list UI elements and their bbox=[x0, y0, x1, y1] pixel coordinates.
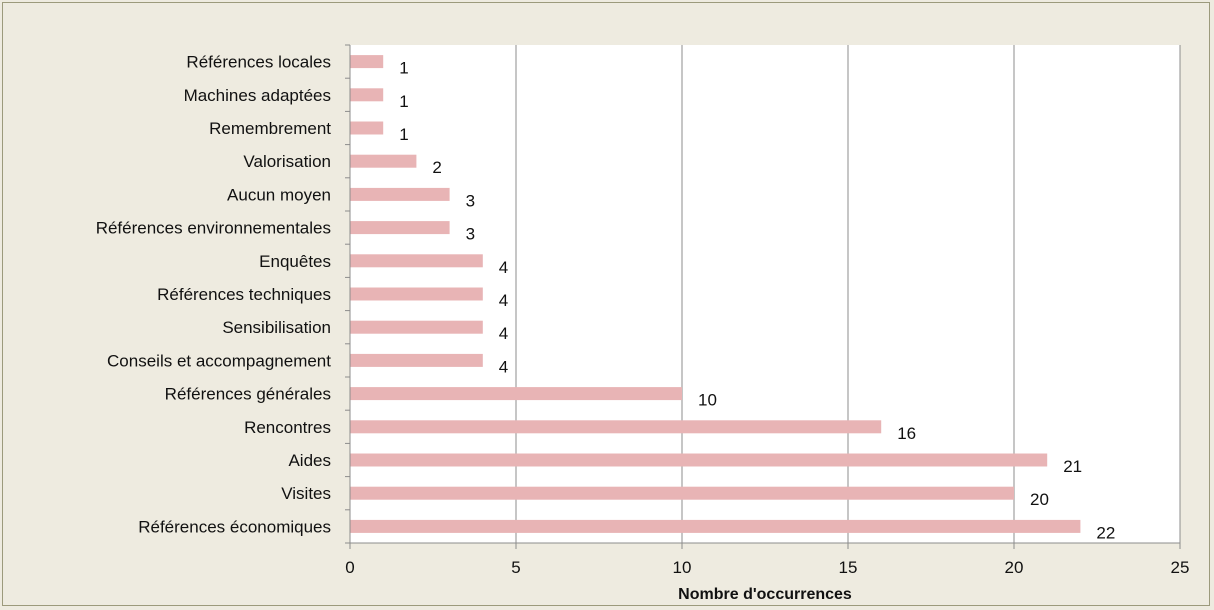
category-label-1: Machines adaptées bbox=[184, 86, 331, 105]
category-label-12: Aides bbox=[288, 451, 331, 470]
bar-5 bbox=[350, 221, 450, 235]
bar-0 bbox=[350, 55, 384, 69]
bar-8 bbox=[350, 320, 483, 334]
category-label-14: Références économiques bbox=[138, 517, 331, 536]
data-label-10: 10 bbox=[698, 391, 717, 410]
x-tick-label-2: 10 bbox=[673, 558, 692, 577]
data-labels: 1 1 1 2 3 3 4 4 4 4 10 16 21 20 22 bbox=[399, 59, 1115, 543]
data-label-13: 20 bbox=[1030, 490, 1049, 509]
bar-13 bbox=[350, 486, 1014, 500]
x-tick-labels: 0 5 10 15 20 25 bbox=[345, 558, 1189, 577]
data-label-4: 3 bbox=[466, 191, 475, 210]
x-tick-label-4: 20 bbox=[1005, 558, 1024, 577]
data-label-6: 4 bbox=[499, 258, 508, 277]
category-label-10: Références générales bbox=[165, 385, 331, 404]
bar-chart: Références locales Machines adaptées Remem… bbox=[96, 44, 1189, 603]
x-tick-label-1: 5 bbox=[511, 558, 520, 577]
category-label-11: Rencontres bbox=[244, 418, 331, 437]
category-label-8: Sensibilisation bbox=[222, 318, 331, 337]
category-label-0: Références locales bbox=[186, 53, 331, 72]
bar-9 bbox=[350, 353, 483, 367]
bars bbox=[350, 55, 1081, 533]
category-label-4: Aucun moyen bbox=[227, 185, 331, 204]
x-tick-label-0: 0 bbox=[345, 558, 354, 577]
bar-7 bbox=[350, 287, 483, 301]
x-tick-label-3: 15 bbox=[839, 558, 858, 577]
bar-4 bbox=[350, 187, 450, 201]
category-label-2: Remembrement bbox=[209, 119, 331, 138]
bar-3 bbox=[350, 154, 417, 168]
data-label-5: 3 bbox=[466, 225, 475, 244]
bar-6 bbox=[350, 254, 483, 268]
x-tick-label-5: 25 bbox=[1171, 558, 1190, 577]
bar-11 bbox=[350, 420, 882, 434]
category-label-7: Références techniques bbox=[157, 285, 331, 304]
data-label-2: 1 bbox=[399, 125, 408, 144]
category-label-6: Enquêtes bbox=[259, 252, 331, 271]
data-label-12: 21 bbox=[1063, 457, 1082, 476]
bar-12 bbox=[350, 453, 1048, 467]
x-axis-title: Nombre d'occurrences bbox=[678, 586, 852, 603]
data-label-11: 16 bbox=[897, 424, 916, 443]
data-label-9: 4 bbox=[499, 357, 508, 376]
data-label-1: 1 bbox=[399, 92, 408, 111]
bar-14 bbox=[350, 519, 1081, 533]
category-label-3: Valorisation bbox=[243, 152, 331, 171]
bar-10 bbox=[350, 387, 682, 401]
data-label-14: 22 bbox=[1096, 523, 1115, 542]
category-label-13: Visites bbox=[281, 484, 331, 503]
bar-2 bbox=[350, 121, 384, 135]
data-label-7: 4 bbox=[499, 291, 508, 310]
data-label-8: 4 bbox=[499, 324, 508, 343]
category-label-9: Conseils et accompagnement bbox=[107, 351, 331, 370]
category-label-5: Références environnementales bbox=[96, 219, 331, 238]
axes bbox=[345, 44, 1181, 549]
data-label-0: 1 bbox=[399, 59, 408, 78]
data-label-3: 2 bbox=[432, 158, 441, 177]
bar-1 bbox=[350, 88, 384, 102]
category-labels: Références locales Machines adaptées Remem… bbox=[96, 53, 332, 537]
